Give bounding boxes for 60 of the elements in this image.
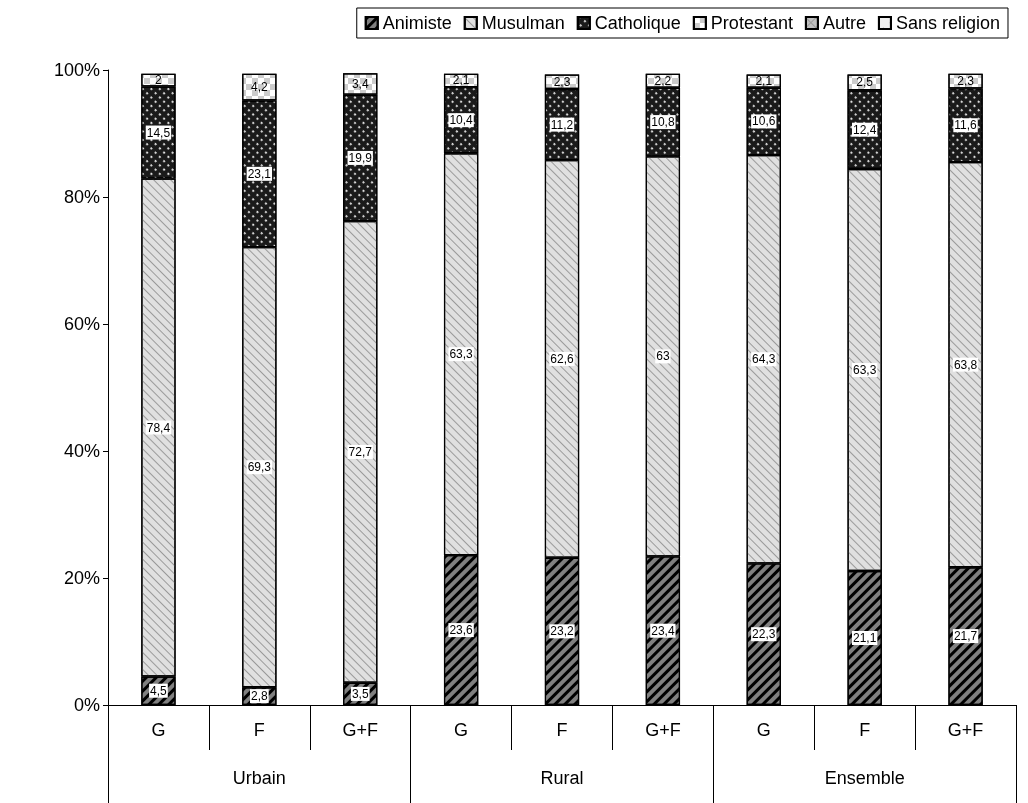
data-label: 63 [656, 349, 670, 364]
data-label: 63,8 [953, 357, 978, 372]
data-label: 21,1 [852, 631, 877, 646]
data-label: 2,8 [250, 689, 268, 704]
y-tick-label: 60% [63, 314, 100, 334]
data-label: 3,4 [351, 76, 369, 91]
data-label: 63,3 [852, 363, 877, 378]
x-tick-label: G+F [342, 720, 378, 740]
text: Urbain [232, 768, 286, 788]
data-label: 64,3 [752, 352, 776, 367]
data-label: 21,7 [953, 629, 978, 644]
x-tick-label: G [151, 720, 166, 740]
data-label: 3,5 [351, 686, 369, 701]
data-label: 23,1 [247, 166, 272, 181]
data-label: 2,2 [654, 73, 672, 88]
x-tick-label: G+F [947, 720, 984, 740]
y-tick-label: 20% [63, 568, 100, 588]
data-label: 62,6 [550, 351, 574, 366]
legend-label: Catholique [594, 13, 681, 33]
data-label: 10,4 [449, 113, 474, 128]
data-label: 22,3 [752, 627, 776, 642]
data-label: 4,2 [250, 80, 268, 95]
data-label: 2,1 [755, 74, 773, 89]
data-label: 69,3 [247, 460, 272, 475]
data-label: 11,2 [550, 117, 574, 132]
x-tick-label: F [556, 720, 568, 740]
legend-label: Protestant [710, 13, 793, 33]
legend-label: Sans religion [895, 13, 1000, 33]
data-label: 23,2 [550, 624, 574, 639]
data-label: 19,9 [348, 150, 373, 165]
y-tick-label: 100% [53, 60, 100, 80]
legend-label: Animiste [382, 13, 452, 33]
legend-label: Autre [822, 13, 866, 33]
data-label: 2 [155, 73, 163, 88]
data-label: 4,5 [150, 683, 168, 698]
data-label: 12,4 [852, 122, 877, 137]
data-label: 72,7 [348, 444, 373, 459]
data-label: 23,6 [449, 623, 474, 638]
data-label: 14,5 [146, 125, 171, 140]
data-label: 2,5 [856, 75, 874, 90]
data-label: 23,4 [651, 623, 675, 638]
data-label: 2,3 [553, 74, 571, 89]
x-tick-label: F [859, 720, 871, 740]
y-tick-label: 0% [73, 695, 100, 715]
data-label: 63,3 [449, 347, 474, 362]
x-tick-label: G [756, 720, 771, 740]
legend-label: Musulman [481, 13, 565, 33]
data-label: 10,8 [651, 115, 675, 130]
data-label: 2,3 [957, 74, 975, 89]
data-label: 2,1 [452, 73, 470, 88]
text: Ensemble [824, 768, 905, 788]
y-tick-label: 80% [63, 187, 100, 207]
data-label: 11,6 [954, 118, 978, 133]
data-label: 10,6 [752, 114, 776, 129]
x-tick-label: F [253, 720, 265, 740]
text: Rural [540, 768, 584, 788]
data-label: 78,4 [146, 420, 171, 435]
x-tick-label: G [454, 720, 469, 740]
x-tick-label: G+F [645, 720, 681, 740]
y-tick-label: 40% [63, 441, 100, 461]
